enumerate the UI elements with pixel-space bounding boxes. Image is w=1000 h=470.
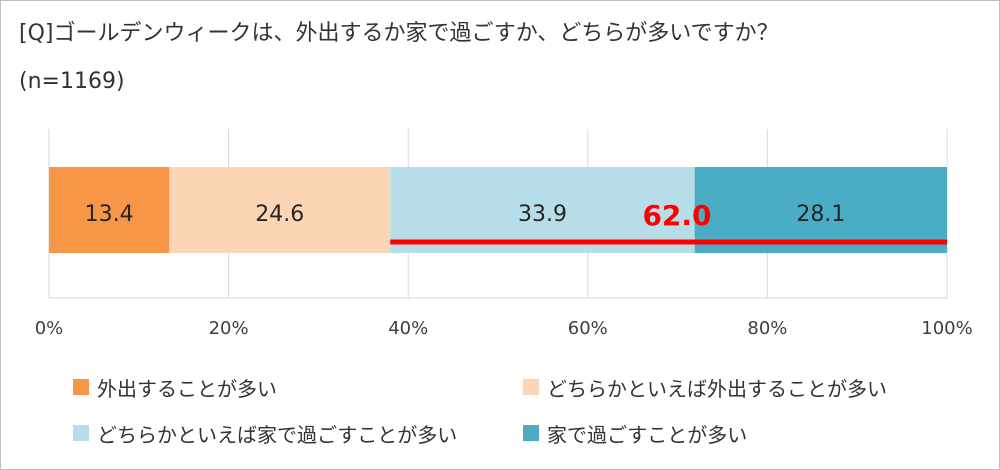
legend-label: どちらかといえば家で過ごすことが多い — [97, 422, 458, 447]
legend-swatch — [523, 425, 539, 441]
bar-segment — [694, 167, 947, 253]
chart-title: [Q]ゴールデンウィークは、外出するか家で過ごすか、どちらが多いですか？ — [19, 21, 779, 46]
bar-segment — [169, 167, 391, 253]
x-tick-label: 20% — [209, 318, 249, 339]
data-label: 33.9 — [518, 202, 567, 227]
data-label: 28.1 — [796, 202, 845, 227]
legend-item: 家で過ごすことが多い — [523, 419, 747, 447]
x-tick-label: 80% — [747, 318, 787, 339]
legend-label: 外出することが多い — [97, 376, 277, 401]
x-tick-label: 0% — [35, 318, 64, 339]
data-label: 24.6 — [255, 202, 304, 227]
x-tick-label: 60% — [568, 318, 608, 339]
data-label: 13.4 — [85, 202, 134, 227]
x-tick-label: 40% — [388, 318, 428, 339]
annotation-label: 62.0 — [642, 199, 711, 232]
bar-segment — [49, 167, 170, 253]
x-tick-label: 100% — [921, 318, 972, 339]
legend-item: どちらかといえば家で過ごすことが多い — [73, 419, 457, 447]
legend-swatch — [523, 379, 539, 395]
legend-item: どちらかといえば外出することが多い — [523, 373, 887, 401]
legend-label: 家で過ごすことが多い — [547, 422, 748, 447]
legend-swatch — [73, 379, 89, 395]
legend-item: 外出することが多い — [73, 373, 277, 401]
legend-label: どちらかといえば外出することが多い — [547, 376, 887, 401]
bar-segment — [390, 167, 695, 253]
legend-swatch — [73, 425, 89, 441]
chart-subtitle: (n=1169) — [19, 69, 125, 94]
